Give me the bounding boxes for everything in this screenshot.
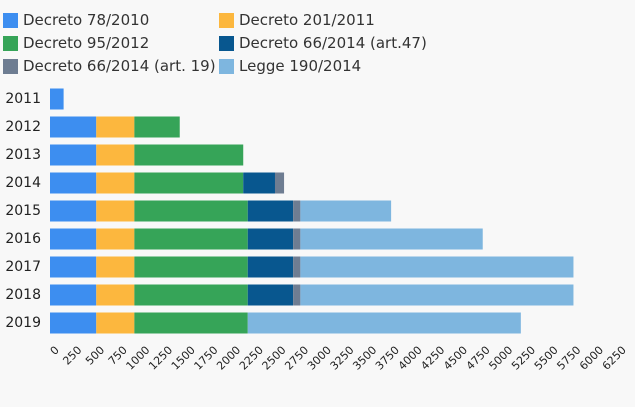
legend-label: Legge 190/2014: [239, 57, 362, 75]
bar-segment: [243, 172, 275, 194]
x-tick-label: 2000: [214, 344, 243, 373]
bar-segment: [300, 256, 574, 278]
x-tick-label: 1000: [124, 344, 153, 373]
legend-label: Decreto 66/2014 (art. 19): [23, 57, 216, 75]
x-tick-label: 2750: [282, 344, 311, 373]
bar-segment: [300, 228, 483, 250]
bar-segment: [96, 284, 135, 306]
legend-label: Decreto 78/2010: [23, 11, 150, 29]
x-tick-label: 3000: [305, 344, 334, 373]
x-tick-label: 6000: [577, 344, 606, 373]
legend-label: Decreto 201/2011: [239, 11, 375, 29]
x-tick-label: 4750: [464, 344, 493, 373]
x-tick-label: 5500: [532, 344, 561, 373]
y-tick-label: 2019: [5, 315, 41, 331]
x-tick-label: 2500: [260, 344, 289, 373]
bar-segment: [96, 256, 135, 278]
y-tick-label: 2014: [5, 175, 41, 191]
x-tick-label: 5000: [486, 344, 515, 373]
x-tick-label: 250: [60, 344, 84, 368]
bar-segment: [50, 312, 97, 334]
legend-swatch: [219, 12, 234, 28]
x-tick-label: 1250: [146, 344, 175, 373]
y-tick-label: 2017: [5, 259, 41, 275]
legend-swatch: [3, 12, 18, 28]
bar-segment: [247, 228, 294, 250]
legend-swatch: [219, 35, 234, 51]
bar-segment: [247, 312, 521, 334]
y-tick-label: 2015: [5, 203, 41, 219]
legend-label: Decreto 66/2014 (art.47): [239, 34, 427, 52]
legend-swatch: [3, 35, 18, 51]
legend-swatch: [219, 58, 234, 74]
bar-segment: [293, 200, 301, 222]
y-tick-label: 2012: [5, 119, 41, 135]
bar-segment: [50, 172, 97, 194]
x-tick-label: 1750: [192, 344, 221, 373]
x-tick-label: 1500: [169, 344, 198, 373]
y-tick-label: 2016: [5, 231, 41, 247]
bar-segment: [96, 228, 135, 250]
bar-segment: [50, 88, 64, 110]
legend-item: Decreto 78/2010: [3, 10, 149, 30]
bar-segment: [293, 256, 301, 278]
legend-item: Decreto 95/2012: [3, 33, 149, 53]
x-tick-label: 6250: [600, 344, 629, 373]
bar-segment: [134, 228, 248, 250]
bar-segment: [134, 172, 244, 194]
legend-item: Decreto 201/2011: [219, 10, 375, 30]
bar-segment: [247, 200, 294, 222]
legend-swatch: [3, 58, 18, 74]
bar-segment: [134, 284, 248, 306]
bar-segment: [300, 200, 392, 222]
x-tick-label: 5750: [554, 344, 583, 373]
x-tick-label: 4250: [418, 344, 447, 373]
bar-segment: [96, 312, 135, 334]
legend-item: Legge 190/2014: [219, 56, 361, 76]
chart-legend: Decreto 78/2010 Decreto 201/2011 Decreto 9…: [0, 0, 635, 80]
y-tick-label: 2013: [5, 147, 41, 163]
bar-segment: [293, 284, 301, 306]
bar-segment: [50, 200, 97, 222]
x-tick-label: 500: [83, 344, 107, 368]
bar-segment: [134, 256, 248, 278]
x-tick-label: 3750: [373, 344, 402, 373]
bar-segment: [247, 284, 294, 306]
y-tick-label: 2011: [5, 91, 41, 107]
bar-segment: [96, 172, 135, 194]
bar-segment: [50, 116, 97, 138]
bar-segment: [134, 312, 248, 334]
bar-segment: [274, 172, 285, 194]
bar-segment: [50, 256, 97, 278]
bar-segment: [134, 200, 248, 222]
bar-segment: [50, 284, 97, 306]
bar-segment: [96, 144, 135, 166]
legend-label: Decreto 95/2012: [23, 34, 150, 52]
x-tick-label: 4500: [441, 344, 470, 373]
bar-segment: [96, 200, 135, 222]
x-tick-label: 5250: [509, 344, 538, 373]
bar-segment: [293, 228, 301, 250]
bar-segment: [247, 256, 294, 278]
bar-segment: [134, 116, 180, 138]
bar-segment: [96, 116, 135, 138]
bar-segment: [50, 228, 97, 250]
x-tick-label: 3250: [328, 344, 357, 373]
y-tick-label: 2018: [5, 287, 41, 303]
bar-segment: [50, 144, 97, 166]
x-tick-label: 0: [48, 344, 62, 358]
bar-segment: [300, 284, 574, 306]
x-tick-label: 2250: [237, 344, 266, 373]
bar-segment: [134, 144, 244, 166]
x-tick-label: 3500: [350, 344, 379, 373]
legend-item: Decreto 66/2014 (art.47): [219, 33, 427, 53]
x-tick-label: 4000: [396, 344, 425, 373]
legend-item: Decreto 66/2014 (art. 19): [3, 56, 216, 76]
